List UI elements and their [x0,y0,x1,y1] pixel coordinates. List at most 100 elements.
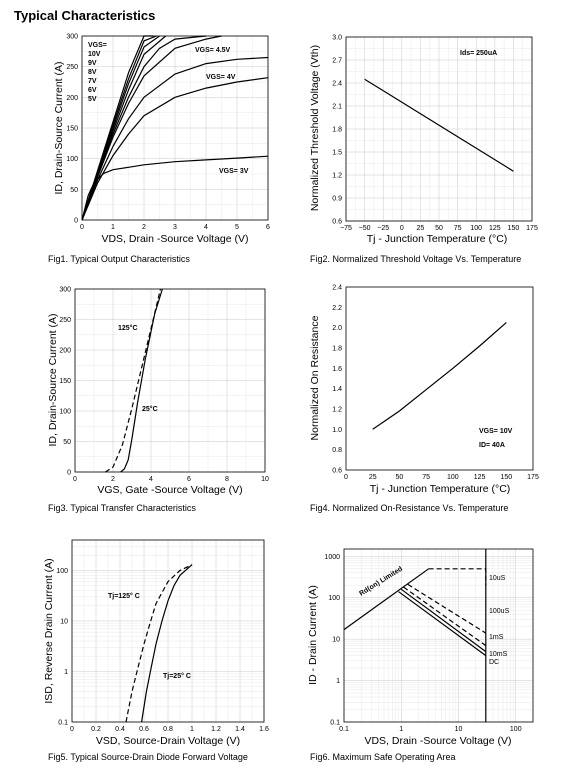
fig4-plot-frame [345,286,534,471]
y-tick-label: 1.8 [332,127,342,134]
y-tick-label: 0 [67,470,71,477]
y-tick-label: 2.2 [332,305,342,312]
series-line [343,568,429,631]
x-tick-label: 100 [447,474,459,481]
annotation-label: VGS= 4.5V [195,47,231,54]
x-tick-label: 50 [435,225,443,232]
fig2-x-axis-label: Tj - Junction Temperature (°C) [367,233,508,245]
y-tick-label: 1000 [324,554,340,561]
series-line [428,568,487,586]
annotation-label: 100uS [489,608,510,615]
y-tick-label: 1.2 [332,407,342,414]
y-tick-label: 150 [59,378,71,385]
y-tick-label: 1.5 [332,150,342,157]
fig5-caption: Fig5. Typical Source-Drain Diode Forward… [48,752,248,762]
y-tick-label: 50 [63,439,71,446]
annotation-label: 10V [88,51,101,58]
y-tick-label: 200 [66,95,78,102]
x-tick-label: 0.1 [339,726,349,733]
y-tick-label: 0.1 [330,720,340,727]
y-tick-label: 1.0 [332,427,342,434]
x-tick-label: 150 [508,225,520,232]
x-tick-label: 25 [417,225,425,232]
fig6-plot-frame [343,548,534,723]
annotation-label: 1mS [489,634,504,641]
series-line [403,586,487,647]
series-line [400,588,487,653]
y-tick-label: 100 [59,409,71,416]
x-tick-label: 0 [80,224,84,231]
x-tick-label: 1 [190,726,194,733]
series-line [81,155,269,221]
annotation-label: Tj=125° C [108,592,140,600]
y-tick-label: 100 [66,156,78,163]
annotation-label: 5V [88,96,97,103]
series-line [81,56,269,221]
annotation-label: 9V [88,60,97,67]
x-tick-label: 75 [454,225,462,232]
x-tick-label: 4 [149,476,153,483]
x-tick-label: 10 [261,476,269,483]
x-tick-label: 1 [111,224,115,231]
page-title: Typical Characteristics [14,8,156,23]
x-tick-label: 0.8 [163,726,173,733]
y-tick-label: 2.4 [332,81,342,88]
fig1-y-axis-label: ID, Drain-Source Current (A) [53,61,65,194]
fig6-x-axis-label: VDS, Drain -Source Voltage (V) [364,735,511,747]
y-tick-label: 1 [336,678,340,685]
series-line [141,564,193,723]
x-tick-label: 0 [400,225,404,232]
annotation-label: VGS= 3V [219,168,249,175]
series-line [120,288,163,473]
y-tick-label: 200 [59,348,71,355]
annotation-label: 7V [88,78,97,85]
series-line [372,322,507,430]
y-tick-label: 3.0 [332,35,342,42]
fig6-caption: Fig6. Maximum Safe Operating Area [310,752,456,762]
fig6-y-axis-label: ID - Drain Current (A) [307,585,319,685]
x-tick-label: 75 [422,474,430,481]
annotation-label: VGS= 10V [479,428,513,435]
y-tick-label: 0.1 [58,720,68,727]
y-tick-label: 10 [60,618,68,625]
y-tick-label: 1.2 [332,173,342,180]
x-tick-label: 175 [527,474,539,481]
fig2-plot-frame [345,36,533,222]
annotation-label: DC [489,659,499,666]
series-line [364,78,514,172]
y-tick-label: 1.8 [332,346,342,353]
y-tick-label: 10 [332,637,340,644]
y-tick-label: 250 [66,64,78,71]
x-tick-label: 5 [235,224,239,231]
y-tick-label: 300 [66,34,78,41]
annotation-label: 8V [88,69,97,76]
fig2-y-axis-label: Normalized Threshold Voltage (Vth) [309,45,321,211]
fig4-y-axis-label: Normalized On Resistance [309,315,321,440]
x-tick-label: 1.4 [235,726,245,733]
fig3-plot-frame [74,288,266,473]
x-tick-label: 4 [204,224,208,231]
x-tick-label: −25 [377,225,389,232]
x-tick-label: 2 [142,224,146,231]
x-tick-label: 1.6 [259,726,269,733]
y-tick-label: 150 [66,126,78,133]
series-line [407,583,487,634]
y-tick-label: 100 [328,595,340,602]
y-tick-label: 1 [64,669,68,676]
y-tick-label: 2.4 [332,285,342,292]
annotation-label: Tj=25° C [163,672,191,680]
x-tick-label: 125 [489,225,501,232]
series-line [81,35,222,221]
x-tick-label: 0 [70,726,74,733]
fig1-caption: Fig1. Typical Output Characteristics [48,254,190,264]
fig3-caption: Fig3. Typical Transfer Characteristics [48,503,196,513]
x-tick-label: 100 [470,225,482,232]
x-tick-label: 25 [369,474,377,481]
x-tick-label: 125 [474,474,486,481]
y-tick-label: 2.1 [332,104,342,111]
x-tick-label: 0 [344,474,348,481]
y-tick-label: 0.8 [332,447,342,454]
x-tick-label: 50 [396,474,404,481]
annotation-label: ID= 40A [479,442,505,449]
